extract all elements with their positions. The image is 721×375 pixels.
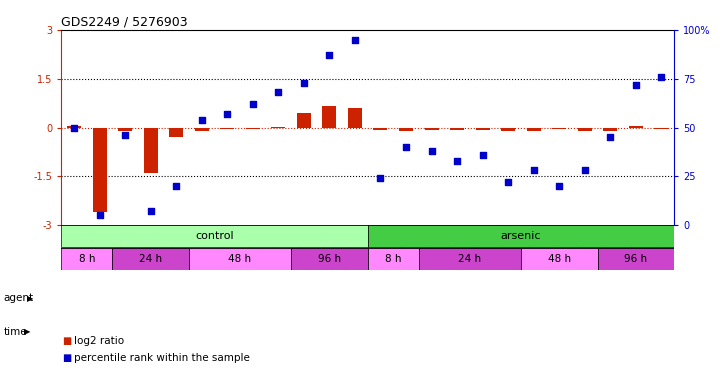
Text: control: control [195, 231, 234, 241]
Point [120, 132, 131, 138]
Bar [368, 248, 419, 270]
Text: GDS2249 / 5276903: GDS2249 / 5276903 [61, 16, 188, 29]
Point [247, 101, 259, 107]
Point [298, 80, 309, 86]
Text: agent: agent [4, 293, 34, 303]
Bar [629, 126, 643, 128]
Bar [61, 248, 112, 270]
Bar [450, 128, 464, 130]
Bar [419, 248, 521, 270]
Text: 48 h: 48 h [548, 254, 571, 264]
Bar [603, 128, 617, 131]
Bar [655, 128, 668, 129]
Point [503, 179, 514, 185]
Point [375, 175, 386, 181]
Bar [112, 248, 189, 270]
Point [68, 124, 80, 130]
Bar [552, 128, 566, 129]
Text: 48 h: 48 h [229, 254, 252, 264]
Point [579, 167, 590, 173]
Bar [399, 128, 413, 131]
Text: time: time [4, 327, 27, 337]
Bar [169, 128, 183, 137]
Point [145, 209, 156, 214]
Bar [322, 106, 337, 128]
Point [196, 117, 208, 123]
Bar [143, 128, 158, 173]
Text: ▶: ▶ [24, 327, 30, 336]
Text: 24 h: 24 h [139, 254, 162, 264]
Bar [291, 248, 368, 270]
Bar [195, 128, 209, 131]
Point [221, 111, 233, 117]
Point [630, 82, 642, 88]
Point [528, 167, 539, 173]
Point [451, 158, 463, 164]
Point [273, 89, 284, 95]
Text: arsenic: arsenic [500, 231, 541, 241]
Bar [425, 128, 438, 130]
Text: 8 h: 8 h [385, 254, 402, 264]
Bar [271, 127, 286, 128]
Bar [368, 225, 674, 247]
Bar [526, 128, 541, 131]
Point [400, 144, 412, 150]
Text: ■: ■ [62, 336, 71, 346]
Text: 96 h: 96 h [624, 254, 647, 264]
Point [426, 148, 438, 154]
Bar [501, 128, 516, 131]
Bar [92, 128, 107, 212]
Bar [67, 126, 81, 128]
Text: 96 h: 96 h [318, 254, 341, 264]
Bar [373, 128, 387, 130]
Bar [189, 248, 291, 270]
Text: percentile rank within the sample: percentile rank within the sample [74, 353, 250, 363]
Text: 24 h: 24 h [459, 254, 482, 264]
Text: ▶: ▶ [27, 294, 34, 303]
Bar [598, 248, 674, 270]
Point [349, 37, 360, 43]
Bar [476, 128, 490, 130]
Text: 8 h: 8 h [79, 254, 95, 264]
Bar [348, 108, 362, 128]
Point [324, 53, 335, 58]
Point [554, 183, 565, 189]
Point [477, 152, 488, 158]
Bar [220, 128, 234, 129]
Point [655, 74, 667, 80]
Point [604, 134, 616, 140]
Bar [297, 113, 311, 128]
Bar [521, 248, 598, 270]
Text: ■: ■ [62, 353, 71, 363]
Bar [246, 128, 260, 129]
Bar [578, 128, 592, 131]
Bar [61, 225, 368, 247]
Point [170, 183, 182, 189]
Point [94, 212, 105, 218]
Text: log2 ratio: log2 ratio [74, 336, 125, 346]
Bar [118, 128, 132, 131]
